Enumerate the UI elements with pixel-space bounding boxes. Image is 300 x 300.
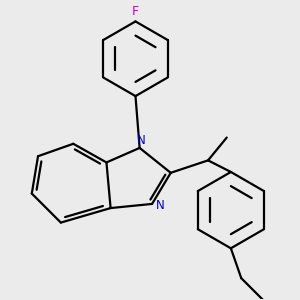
- Text: N: N: [137, 134, 146, 147]
- Text: N: N: [156, 200, 165, 212]
- Text: F: F: [132, 4, 139, 18]
